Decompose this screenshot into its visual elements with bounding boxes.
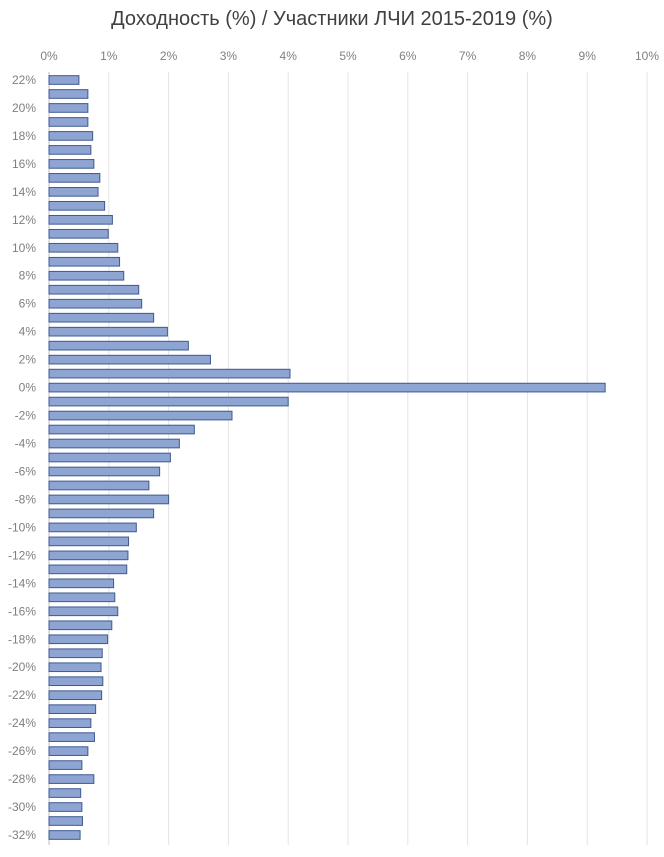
bar — [48, 382, 606, 393]
bar — [48, 75, 80, 85]
bar — [48, 704, 97, 715]
bar — [48, 536, 130, 547]
bar — [48, 103, 89, 113]
bar — [48, 774, 95, 784]
y-tick-label: 18% — [12, 129, 36, 143]
y-axis-ticks: 22% 20% 18% 16% 14% 12% 10% 8% 6% 4% 2% 0% -2% -4% -6%… — [8, 73, 36, 842]
x-tick-label: 4% — [280, 49, 298, 63]
bar — [48, 270, 125, 281]
y-tick-label: -20% — [8, 660, 36, 674]
x-tick-label: 7% — [459, 49, 477, 63]
bar — [48, 746, 89, 756]
y-tick-label: -14% — [8, 576, 36, 590]
bar — [48, 606, 119, 617]
bar — [48, 284, 140, 295]
bar — [48, 480, 150, 491]
bar — [48, 718, 92, 728]
bar — [48, 159, 95, 169]
bar — [48, 368, 291, 379]
y-tick-label: 22% — [12, 73, 36, 87]
bar — [48, 214, 113, 225]
bar — [48, 466, 161, 477]
bar — [48, 256, 121, 267]
bar — [48, 690, 103, 701]
bar — [48, 173, 101, 183]
y-tick-label: -18% — [8, 632, 36, 646]
x-tick-label: 9% — [579, 49, 597, 63]
bar — [48, 592, 116, 603]
bar — [48, 732, 95, 742]
bar — [48, 522, 137, 533]
y-tick-label: -30% — [8, 800, 36, 814]
y-tick-label: 10% — [12, 241, 36, 255]
bar — [48, 494, 170, 505]
bar — [48, 802, 83, 812]
bar — [48, 312, 155, 323]
y-tick-label: -24% — [8, 716, 36, 730]
bar — [48, 452, 171, 463]
bar — [48, 830, 81, 840]
bar — [48, 298, 143, 309]
bar — [48, 340, 189, 351]
y-tick-label: 8% — [19, 269, 37, 283]
y-tick-label: 12% — [12, 213, 36, 227]
y-tick-label: -6% — [15, 464, 37, 478]
x-tick-label: 6% — [399, 49, 417, 63]
bar — [48, 634, 109, 645]
bar — [48, 424, 195, 435]
y-tick-label: 16% — [12, 157, 36, 171]
bar — [48, 788, 82, 798]
x-tick-label: 5% — [339, 49, 357, 63]
bar — [48, 550, 129, 561]
bar — [48, 438, 180, 449]
y-tick-label: 14% — [12, 185, 36, 199]
bar — [48, 354, 211, 365]
bar — [48, 131, 94, 141]
x-tick-label: 3% — [220, 49, 238, 63]
bar — [48, 760, 83, 770]
x-tick-label: 0% — [40, 49, 58, 63]
bar — [48, 89, 89, 99]
y-tick-label: -32% — [8, 828, 36, 842]
y-tick-label: -26% — [8, 744, 36, 758]
y-tick-label: -8% — [15, 492, 37, 506]
chart-title: Доходность (%) / Участники ЛЧИ 2015-2019… — [111, 8, 553, 30]
bar — [48, 620, 113, 631]
x-tick-label: 2% — [160, 49, 178, 63]
x-tick-label: 10% — [635, 49, 659, 63]
y-tick-label: -28% — [8, 772, 36, 786]
y-tick-label: -4% — [15, 437, 37, 451]
bar — [48, 145, 92, 155]
bar — [48, 117, 89, 127]
y-tick-label: -12% — [8, 548, 36, 562]
y-tick-label: 20% — [12, 101, 36, 115]
bar — [48, 396, 289, 407]
bar — [48, 326, 168, 337]
y-tick-label: -16% — [8, 604, 36, 618]
y-tick-label: -22% — [8, 688, 36, 702]
y-tick-label: 0% — [19, 381, 37, 395]
bar — [48, 228, 109, 239]
bar — [48, 564, 128, 575]
bar — [48, 578, 115, 589]
y-tick-label: 4% — [19, 325, 37, 339]
bar — [48, 676, 104, 687]
x-axis-ticks: 0% 1% 2% 3% 4% 5% 6% 7% 8% 9% 10% — [40, 49, 659, 63]
x-tick-label: 8% — [519, 49, 537, 63]
bars — [48, 75, 606, 840]
bar — [48, 200, 106, 211]
y-tick-label: 6% — [19, 297, 37, 311]
x-tick-label: 1% — [100, 49, 118, 63]
y-tick-label: 2% — [19, 353, 37, 367]
bar — [48, 508, 155, 519]
bar — [48, 816, 83, 826]
bar — [48, 648, 103, 659]
bar — [48, 187, 99, 197]
bar — [48, 662, 102, 673]
bar — [48, 242, 119, 253]
y-tick-label: -2% — [15, 409, 37, 423]
bar — [48, 410, 233, 421]
y-tick-label: -10% — [8, 520, 36, 534]
